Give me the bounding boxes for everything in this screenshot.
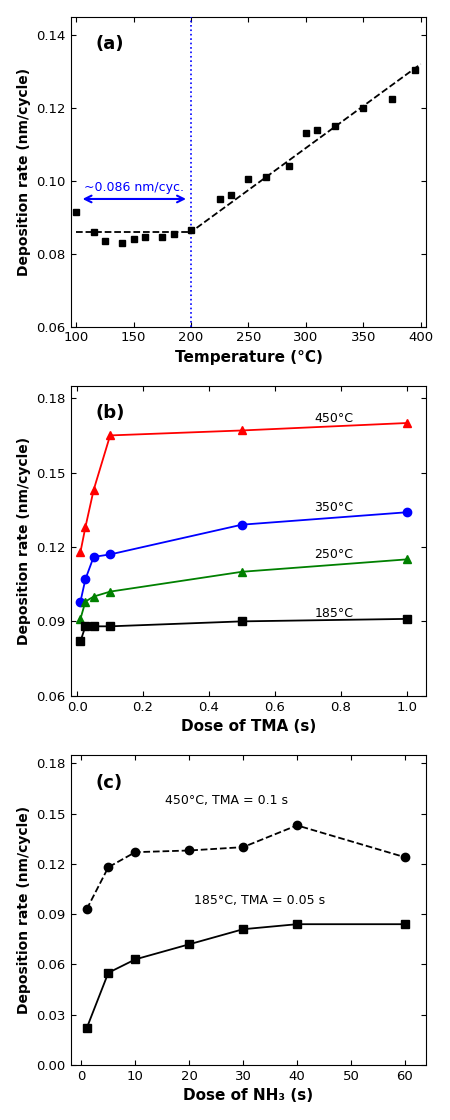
Text: 450°C, TMA = 0.1 s: 450°C, TMA = 0.1 s — [166, 794, 288, 806]
Y-axis label: Deposition rate (nm/cycle): Deposition rate (nm/cycle) — [17, 806, 31, 1014]
Text: 350°C: 350°C — [315, 501, 353, 514]
Text: (a): (a) — [95, 35, 124, 54]
Text: (c): (c) — [95, 774, 122, 792]
Text: 185°C, TMA = 0.05 s: 185°C, TMA = 0.05 s — [194, 894, 325, 907]
Y-axis label: Deposition rate (nm/cycle): Deposition rate (nm/cycle) — [17, 437, 31, 645]
Text: 185°C: 185°C — [315, 607, 353, 620]
Text: 250°C: 250°C — [315, 548, 353, 561]
Text: (b): (b) — [95, 404, 125, 422]
Text: 450°C: 450°C — [315, 411, 353, 424]
Y-axis label: Deposition rate (nm/cycle): Deposition rate (nm/cycle) — [17, 67, 31, 276]
X-axis label: Dose of NH₃ (s): Dose of NH₃ (s) — [184, 1089, 314, 1103]
Text: ~0.086 nm/cyc.: ~0.086 nm/cyc. — [84, 180, 184, 194]
X-axis label: Temperature (°C): Temperature (°C) — [175, 349, 323, 365]
X-axis label: Dose of TMA (s): Dose of TMA (s) — [181, 719, 316, 735]
